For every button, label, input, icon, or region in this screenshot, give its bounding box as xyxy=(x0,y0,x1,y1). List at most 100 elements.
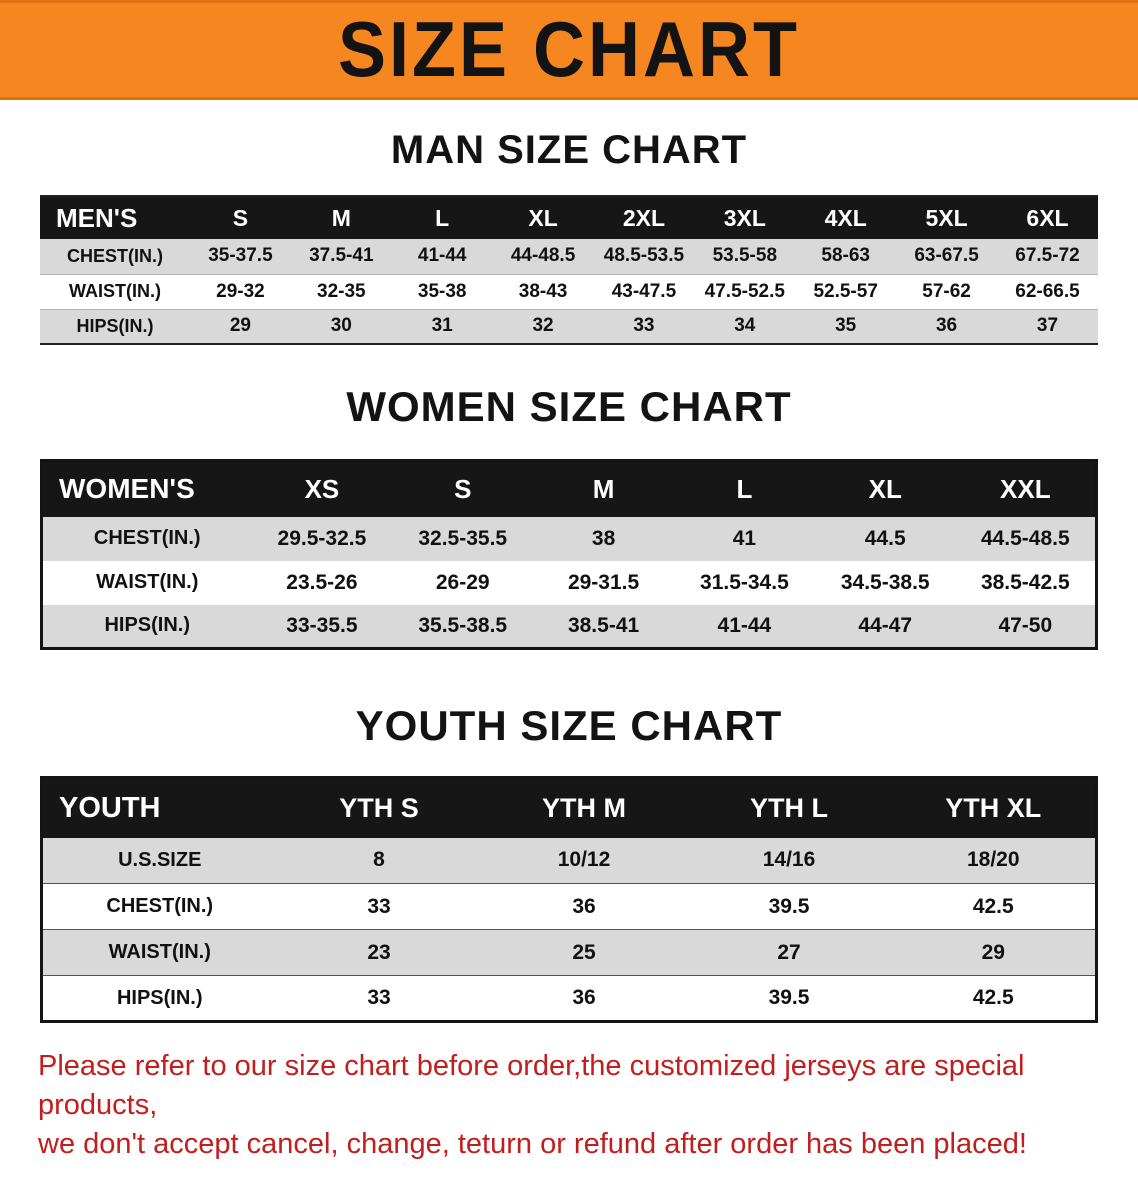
size-value: 37.5-41 xyxy=(309,245,374,267)
size-value: 31.5-34.5 xyxy=(700,570,789,594)
size-column-header: 5XL xyxy=(925,204,968,231)
size-value: 57-62 xyxy=(922,280,971,302)
table-header-row: YOUTH YTH S YTH M YTH L YTH XL xyxy=(41,777,1097,838)
table-corner-label: WOMEN'S xyxy=(59,473,195,505)
size-value: 30 xyxy=(330,315,352,337)
size-value: 32-35 xyxy=(317,280,366,302)
size-value: 44-48.5 xyxy=(510,245,576,267)
size-value: 38-43 xyxy=(518,280,568,302)
row-label: HIPS(IN.) xyxy=(76,315,154,336)
size-value: 29 xyxy=(229,315,251,337)
size-value: 37 xyxy=(1036,315,1059,337)
size-column-header: S xyxy=(232,204,249,231)
size-value: 52.5-57 xyxy=(813,280,878,302)
size-column-header: S xyxy=(454,473,472,504)
size-value: 35 xyxy=(835,315,857,337)
men-size-section: MAN SIZE CHART MEN'S S M L XL 2XL 3XL 4XL 5XL 6XL… xyxy=(0,128,1138,345)
size-value: 33-35.5 xyxy=(286,613,358,637)
table-row: U.S.SIZE 8 10/12 14/16 18/20 xyxy=(41,837,1097,884)
size-column-header: 2XL xyxy=(622,204,666,231)
size-value: 38.5-41 xyxy=(567,613,640,637)
size-value: 35-38 xyxy=(417,280,467,302)
table-row: HIPS(IN.) 33-35.5 35.5-38.5 38.5-41 41-44 44-… xyxy=(41,604,1097,649)
table-corner-label: YOUTH xyxy=(59,791,161,824)
size-value: 39.5 xyxy=(768,986,810,1009)
size-value: 47.5-52.5 xyxy=(704,280,785,302)
table-header-row: MEN'S S M L XL 2XL 3XL 4XL 5XL 6XL xyxy=(40,196,1098,239)
size-value: 36 xyxy=(572,986,596,1009)
size-column-header: YTH XL xyxy=(945,792,1042,823)
women-section-heading: WOMEN SIZE CHART xyxy=(346,383,792,430)
size-value: 25 xyxy=(572,940,596,964)
size-value: 47-50 xyxy=(998,613,1053,637)
youth-size-table: YOUTH YTH S YTH M YTH L YTH XL U.S.SIZE 8 10/12… xyxy=(40,776,1098,1023)
table-row: CHEST(IN.) 35-37.5 37.5-41 41-44 44-48.5 48.5… xyxy=(40,239,1098,274)
row-label: CHEST(IN.) xyxy=(93,527,201,549)
size-value: 29 xyxy=(981,940,1005,964)
row-label: CHEST(IN.) xyxy=(106,895,214,917)
size-value: 27 xyxy=(777,940,801,964)
table-row: WAIST(IN.) 29-32 32-35 35-38 38-43 43-47.5 47.… xyxy=(40,274,1098,309)
size-column-header: L xyxy=(736,473,753,504)
size-value: 42.5 xyxy=(972,986,1014,1009)
size-value: 33 xyxy=(633,315,655,337)
size-value: 33 xyxy=(367,986,391,1009)
size-column-header: 4XL xyxy=(824,204,867,231)
men-section-heading: MAN SIZE CHART xyxy=(390,128,748,172)
size-value: 36 xyxy=(935,315,958,337)
banner: SIZE CHART xyxy=(0,0,1138,100)
size-value: 33 xyxy=(367,894,391,918)
size-value: 48.5-53.5 xyxy=(603,245,685,267)
size-value: 43-47.5 xyxy=(611,280,677,302)
size-value: 32.5-35.5 xyxy=(418,526,508,550)
row-label: CHEST(IN.) xyxy=(67,245,163,266)
size-value: 35.5-38.5 xyxy=(418,613,508,637)
women-size-table: WOMEN'S XS S M L XL XXL CHEST(IN.) 29.5-32.5 32.5… xyxy=(40,459,1098,650)
size-value: 67.5-72 xyxy=(1015,245,1080,267)
size-column-header: 3XL xyxy=(723,204,766,231)
size-value: 44-47 xyxy=(858,613,913,637)
youth-size-section: YOUTH SIZE CHART YOUTH YTH S YTH M YTH L YTH… xyxy=(0,702,1138,1023)
row-label: WAIST(IN.) xyxy=(69,281,161,301)
size-value: 36 xyxy=(572,894,596,918)
table-header-row: WOMEN'S XS S M L XL XXL xyxy=(41,460,1097,517)
size-value: 44.5 xyxy=(864,526,906,550)
size-value: 34 xyxy=(734,315,756,337)
size-column-header: XL xyxy=(868,473,902,504)
size-value: 41-44 xyxy=(717,613,772,637)
size-value: 31 xyxy=(431,315,453,337)
row-label: HIPS(IN.) xyxy=(104,614,191,637)
row-label: WAIST(IN.) xyxy=(108,941,211,963)
size-column-header: 6XL xyxy=(1026,204,1069,231)
table-row: HIPS(IN.) 33 36 39.5 42.5 xyxy=(41,975,1097,1022)
page-title: SIZE CHART xyxy=(338,6,800,94)
size-column-header: XS xyxy=(304,473,340,504)
size-value: 23 xyxy=(367,940,391,964)
size-value: 10/12 xyxy=(557,848,611,872)
size-column-header: L xyxy=(435,204,450,231)
size-column-header: M xyxy=(331,204,351,231)
table-row: CHEST(IN.) 29.5-32.5 32.5-35.5 38 41 44.5 44.5… xyxy=(41,516,1097,561)
youth-section-heading: YOUTH SIZE CHART xyxy=(355,702,783,749)
size-value: 8 xyxy=(373,848,385,872)
size-value: 35-37.5 xyxy=(208,245,273,267)
table-row: WAIST(IN.) 23.5-26 26-29 29-31.5 31.5-34.5 34… xyxy=(41,560,1097,605)
table-corner-label: MEN'S xyxy=(56,202,138,233)
row-label: U.S.SIZE xyxy=(118,848,202,871)
size-value: 38.5-42.5 xyxy=(980,570,1070,594)
size-value: 34.5-38.5 xyxy=(840,570,930,594)
women-size-section: WOMEN SIZE CHART WOMEN'S XS S M L XL XXL CHEST(… xyxy=(0,383,1138,650)
size-value: 39.5 xyxy=(768,894,810,918)
size-value: 29-31.5 xyxy=(567,570,640,594)
size-column-header: YTH L xyxy=(750,792,828,823)
table-row: HIPS(IN.) 29 30 31 32 33 34 35 36 37 xyxy=(40,309,1098,344)
size-column-header: M xyxy=(592,473,615,504)
size-value: 62-66.5 xyxy=(1015,280,1080,302)
size-value: 41 xyxy=(732,526,757,550)
size-column-header: YTH M xyxy=(542,792,626,823)
size-column-header: XXL xyxy=(1000,473,1051,504)
disclaimer-line-2: we don't accept cancel, change, teturn o… xyxy=(38,1128,1027,1161)
size-value: 53.5-58 xyxy=(712,245,778,267)
size-value: 44.5-48.5 xyxy=(980,526,1070,550)
